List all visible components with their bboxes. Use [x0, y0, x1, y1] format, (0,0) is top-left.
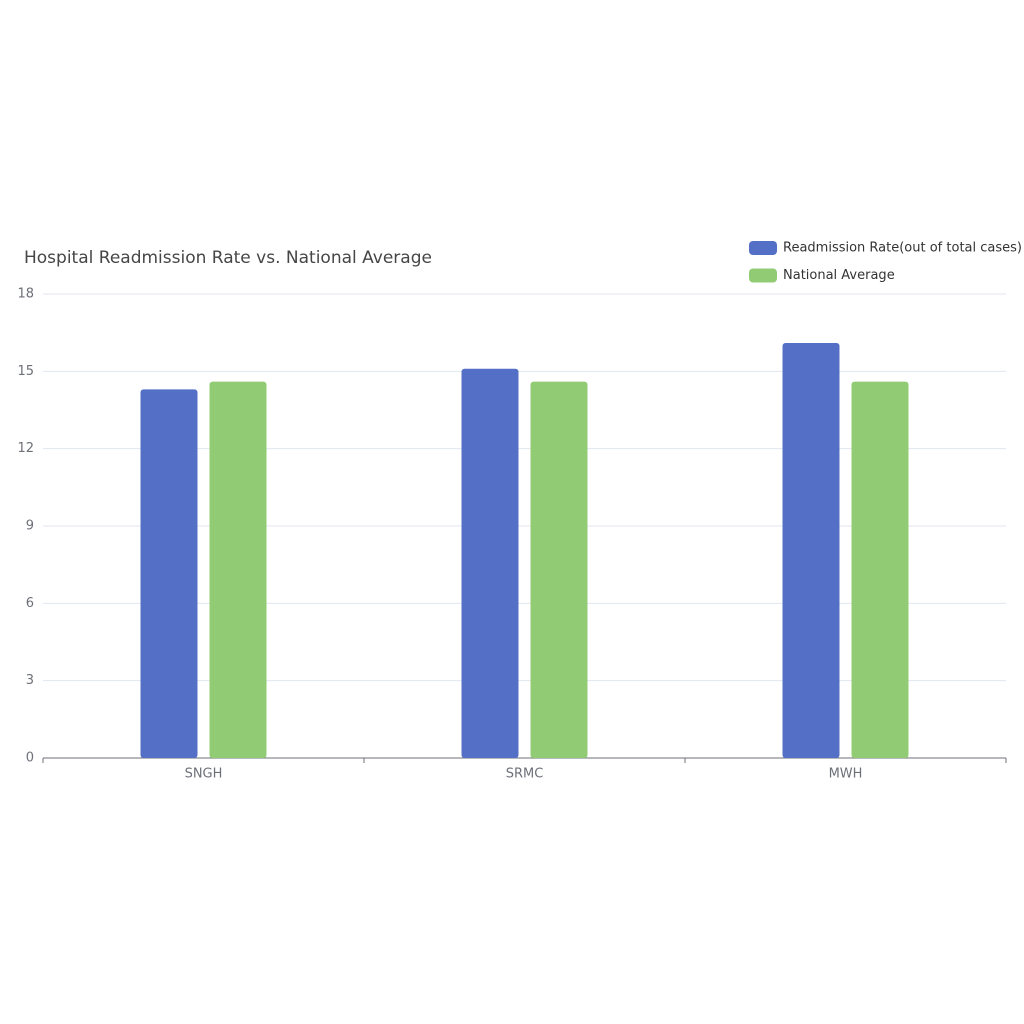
- legend-swatch: [749, 241, 777, 255]
- legend-label: Readmission Rate(out of total cases): [783, 241, 1022, 256]
- legend-swatch: [749, 268, 777, 283]
- bar: [851, 381, 909, 758]
- bar: [140, 389, 198, 758]
- legend-label: National Average: [783, 268, 895, 283]
- chart-title: Hospital Readmission Rate vs. National A…: [24, 248, 432, 268]
- y-tick-label: 18: [17, 287, 34, 302]
- bar: [209, 381, 267, 758]
- y-tick-label: 9: [26, 519, 34, 534]
- y-tick-label: 6: [26, 596, 34, 611]
- bar: [782, 342, 840, 758]
- bar: [530, 381, 588, 758]
- x-tick-label: SNGH: [185, 767, 223, 782]
- y-tick-label: 15: [17, 364, 34, 379]
- y-tick-label: 3: [26, 673, 34, 688]
- y-tick-label: 12: [17, 441, 34, 456]
- x-tick-label: SRMC: [506, 767, 544, 782]
- bar: [461, 368, 519, 758]
- y-tick-label: 0: [26, 751, 34, 766]
- x-tick-label: MWH: [829, 767, 863, 782]
